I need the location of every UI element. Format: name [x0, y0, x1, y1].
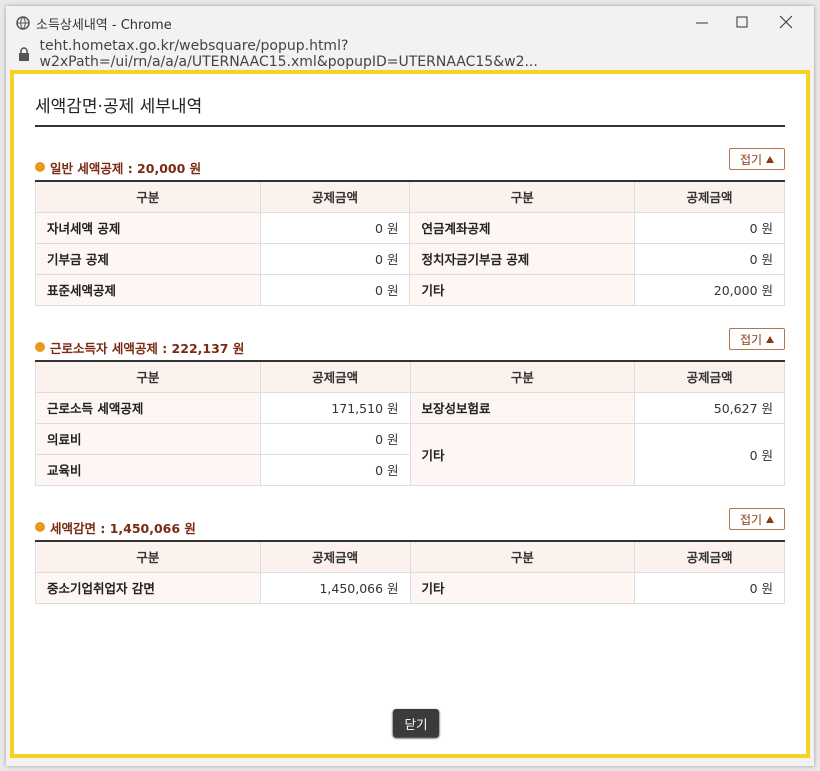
table-row: 표준세액공제 0 원 기타 20,000 원	[35, 273, 785, 306]
bullet-icon	[35, 162, 45, 172]
label-cell: 정치자금기부금 공제	[409, 242, 636, 275]
amount-cell: 0 원	[259, 453, 411, 486]
column-header: 구분	[409, 540, 636, 573]
column-header: 구분	[409, 360, 636, 393]
amount-cell: 0 원	[259, 242, 411, 275]
deduction-table: 구분 공제금액 구분 공제금액 자녀세액 공제 0 원 연금계좌공제 0 원 기부금 공제 0 원…	[35, 180, 785, 306]
deduction-table: 구분 공제금액 구분 공제금액 근로소득 세액공제 171,510 원 보장성보험료 50,6…	[35, 360, 785, 486]
section-title-row: 일반 세액공제 : 20,000 원	[35, 154, 785, 180]
section-title-row: 세액감면 : 1,450,066 원	[35, 514, 785, 540]
label-cell: 표준세액공제	[35, 273, 261, 306]
minimize-button[interactable]	[692, 12, 712, 32]
column-header: 공제금액	[259, 540, 411, 573]
collapse-label: 접기	[739, 332, 763, 347]
header-row: 구분 공제금액 구분 공제금액	[35, 540, 785, 573]
table-row: 중소기업취업자 감면 1,450,066 원 기타 0 원	[35, 571, 785, 604]
section-title-row: 근로소득자 세액공제 : 222,137 원	[35, 334, 785, 360]
deduction-table: 구분 공제금액 구분 공제금액 중소기업취업자 감면 1,450,066 원 기타 0 원	[35, 540, 785, 604]
label-cell: 의료비	[35, 422, 261, 455]
header-row: 구분 공제금액 구분 공제금액	[35, 180, 785, 213]
collapse-label: 접기	[739, 152, 763, 167]
table-row: 기부금 공제 0 원 정치자금기부금 공제 0 원	[35, 242, 785, 275]
amount-cell: 171,510 원	[259, 391, 411, 424]
label-cell: 기부금 공제	[35, 242, 261, 275]
globe-icon	[16, 16, 30, 30]
column-header: 구분	[35, 180, 261, 213]
collapse-button[interactable]: 접기	[729, 508, 785, 530]
close-window-button[interactable]	[776, 12, 796, 32]
popup-window: 소득상세내역 - Chrome teht.hometax.go.kr/websq…	[6, 6, 814, 766]
collapse-icon	[766, 155, 775, 163]
section-title: 일반 세액공제 : 20,000 원	[50, 160, 202, 176]
url: teht.hometax.go.kr/websquare/popup.html?…	[39, 38, 538, 70]
label-cell: 연금계좌공제	[409, 211, 636, 244]
header-row: 구분 공제금액 구분 공제금액	[35, 360, 785, 393]
amount-cell: 0 원	[634, 422, 785, 486]
section-title: 세액감면 : 1,450,066 원	[50, 520, 196, 536]
section-title: 근로소득자 세액공제 : 222,137 원	[50, 340, 245, 356]
bullet-icon	[35, 342, 45, 352]
section: 근로소득자 세액공제 : 222,137 원 접기 구분 공제금액 구분 공제금액 근로소득…	[35, 328, 785, 486]
popup-content: 세액감면·공제 세부내역 일반 세액공제 : 20,000 원 접기 구분 공제금액 구…	[10, 70, 810, 758]
column-header: 공제금액	[259, 360, 411, 393]
address-bar: teht.hometax.go.kr/websquare/popup.html?…	[6, 38, 814, 70]
label-cell: 기타	[409, 422, 636, 486]
column-header: 구분	[35, 360, 261, 393]
table-row: 의료비 0 원 기타 0 원	[35, 422, 785, 486]
label-cell: 자녀세액 공제	[35, 211, 261, 244]
table-row: 근로소득 세액공제 171,510 원 보장성보험료 50,627 원	[35, 391, 785, 424]
amount-cell: 0 원	[634, 571, 785, 604]
amount-cell: 0 원	[634, 242, 785, 275]
label-cell: 기타	[409, 571, 636, 604]
amount-cell: 0 원	[259, 422, 411, 455]
amount-cell: 0 원	[634, 211, 785, 244]
column-header: 구분	[409, 180, 636, 213]
collapse-button[interactable]: 접기	[729, 328, 785, 350]
collapse-button[interactable]: 접기	[729, 148, 785, 170]
label-cell: 기타	[409, 273, 636, 306]
column-header: 공제금액	[634, 540, 785, 573]
table-row: 자녀세액 공제 0 원 연금계좌공제 0 원	[35, 211, 785, 244]
lock-icon	[19, 47, 29, 61]
collapse-icon	[766, 335, 775, 343]
amount-cell: 1,450,066 원	[259, 571, 411, 604]
column-header: 구분	[35, 540, 261, 573]
close-button[interactable]: 닫기	[393, 709, 439, 737]
amount-cell: 0 원	[259, 273, 411, 306]
maximize-button[interactable]	[732, 12, 752, 32]
column-header: 공제금액	[259, 180, 411, 213]
amount-cell: 50,627 원	[634, 391, 785, 424]
label-cell: 근로소득 세액공제	[35, 391, 261, 424]
amount-cell: 0 원	[259, 211, 411, 244]
table-row: 교육비 0 원	[35, 453, 785, 486]
collapse-label: 접기	[739, 512, 763, 527]
section: 세액감면 : 1,450,066 원 접기 구분 공제금액 구분 공제금액 중소기업취업자 …	[35, 508, 785, 604]
collapse-icon	[766, 515, 775, 523]
column-header: 공제금액	[634, 360, 785, 393]
amount-cell: 20,000 원	[634, 273, 785, 306]
window-title: 소득상세내역 - Chrome	[36, 17, 172, 33]
divider	[35, 125, 785, 127]
label-cell: 중소기업취업자 감면	[35, 571, 261, 604]
column-header: 공제금액	[634, 180, 785, 213]
title-bar: 소득상세내역 - Chrome	[6, 6, 814, 40]
label-cell: 보장성보험료	[409, 391, 636, 424]
page-title: 세액감면·공제 세부내역	[35, 97, 203, 117]
section: 일반 세액공제 : 20,000 원 접기 구분 공제금액 구분 공제금액 자녀세액 공제 0…	[35, 148, 785, 306]
bullet-icon	[35, 522, 45, 532]
label-cell: 교육비	[35, 453, 261, 486]
